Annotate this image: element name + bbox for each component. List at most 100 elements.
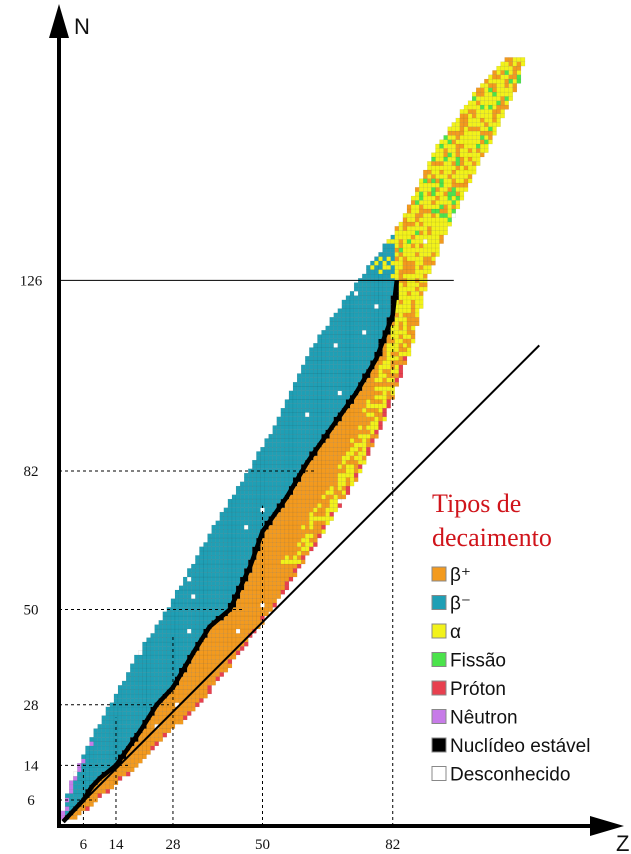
nuclide-cell-beta_plus bbox=[349, 425, 355, 430]
nuclide-cell-beta_plus bbox=[239, 598, 245, 604]
nuclide-cell-beta_minus bbox=[301, 390, 306, 396]
nuclide-cell-beta_plus bbox=[439, 208, 444, 214]
nuclide-cell-beta_minus bbox=[239, 507, 245, 513]
nuclide-cell-beta_plus bbox=[272, 537, 277, 543]
nuclide-cell-beta_plus bbox=[321, 498, 326, 504]
nuclide-cell-beta_plus bbox=[305, 498, 310, 504]
nuclide-cell-beta_plus bbox=[288, 550, 294, 556]
nuclide-cell-alpha bbox=[414, 273, 420, 279]
nuclide-cell-beta_plus bbox=[353, 477, 359, 482]
nuclide-cell-alpha bbox=[410, 217, 416, 223]
nuclide-cell-beta_plus bbox=[419, 208, 424, 214]
nuclide-cell-beta_minus bbox=[280, 477, 286, 482]
nuclide-cell-beta_minus bbox=[223, 581, 229, 586]
nuclide-cell-beta_minus bbox=[117, 706, 123, 712]
nuclide-cell-alpha bbox=[410, 204, 416, 210]
nuclide-cell-alpha bbox=[386, 377, 391, 383]
nuclide-cell-alpha bbox=[398, 308, 404, 314]
nuclide-cell-beta_minus bbox=[284, 399, 290, 404]
nuclide-cell-beta_plus bbox=[284, 572, 290, 578]
nuclide-cell-beta_minus bbox=[325, 347, 330, 353]
nuclide-cell-beta_minus bbox=[268, 459, 273, 465]
nuclide-cell-beta_minus bbox=[296, 420, 302, 426]
nuclide-cell-beta_plus bbox=[272, 598, 277, 604]
nuclide-cell-alpha bbox=[398, 351, 404, 357]
nuclide-cell-beta_plus bbox=[325, 455, 330, 461]
nuclide-cell-beta_minus bbox=[215, 572, 220, 578]
nuclide-cell-beta_plus bbox=[138, 754, 143, 760]
nuclide-cell-alpha bbox=[325, 511, 330, 517]
nuclide-cell-beta_minus bbox=[341, 347, 347, 353]
nuclide-cell-beta_minus bbox=[211, 581, 216, 586]
nuclide-cell-alpha bbox=[488, 96, 493, 101]
nuclide-cell-beta_minus bbox=[264, 451, 269, 456]
nuclide-cell-alpha bbox=[459, 109, 465, 114]
nuclide-cell-beta_plus bbox=[467, 148, 473, 153]
nuclide-cell-beta_minus bbox=[321, 343, 326, 348]
nuclide-cell-beta_plus bbox=[349, 433, 355, 439]
nuclide-cell-beta_minus bbox=[345, 360, 351, 365]
nuclide-cell-beta_minus bbox=[309, 347, 314, 353]
nuclide-cell-beta_minus bbox=[158, 667, 163, 673]
nuclide-cell-proton bbox=[199, 698, 204, 703]
nuclide-cell-beta_minus bbox=[264, 481, 269, 487]
nuclide-cell-beta_plus bbox=[199, 672, 204, 677]
nuclide-cell-beta_plus bbox=[480, 87, 485, 93]
nuclide-cell-beta_minus bbox=[121, 737, 127, 742]
nuclide-cell-beta_minus bbox=[296, 407, 302, 413]
nuclide-cell-alpha bbox=[435, 156, 440, 162]
nuclide-cell-beta_minus bbox=[248, 550, 253, 556]
nuclide-cell-alpha bbox=[349, 446, 355, 452]
nuclide-cell-beta_minus bbox=[317, 403, 322, 409]
nuclide-cell-beta_minus bbox=[191, 620, 196, 625]
nuclide-cell-alpha bbox=[455, 178, 461, 184]
nuclide-cell-beta_minus bbox=[345, 369, 351, 374]
nuclide-cell-beta_minus bbox=[174, 624, 180, 630]
nuclide-cell-beta_plus bbox=[296, 537, 302, 543]
nuclide-cell-beta_minus bbox=[256, 472, 261, 478]
nuclide-cell-beta_plus bbox=[244, 594, 249, 599]
nuclide-cell-beta_minus bbox=[272, 503, 277, 508]
nuclide-cell-alpha bbox=[476, 117, 481, 123]
nuclide-cell-beta_plus bbox=[227, 637, 233, 643]
nuclide-cell-beta_minus bbox=[353, 382, 359, 387]
nuclide-cell-alpha bbox=[382, 390, 387, 396]
nuclide-cell-alpha bbox=[394, 265, 399, 270]
nuclide-cell-beta_plus bbox=[459, 130, 465, 136]
nuclide-cell-alpha bbox=[402, 343, 408, 348]
nuclide-cell-fission bbox=[435, 208, 440, 214]
nuclide-cell-beta_minus bbox=[284, 420, 290, 426]
nuclide-cell-alpha bbox=[423, 182, 428, 188]
nuclide-cell-beta_minus bbox=[130, 728, 135, 734]
nuclide-cell-beta_plus bbox=[280, 529, 286, 534]
nuclide-cell-beta_minus bbox=[170, 611, 176, 617]
nuclide-cell-beta_minus bbox=[288, 455, 294, 461]
nuclide-cell-beta_plus bbox=[419, 282, 424, 288]
nuclide-cell-beta_plus bbox=[178, 685, 184, 690]
nuclide-cell-alpha bbox=[463, 174, 469, 179]
nuclide-cell-alpha bbox=[439, 148, 444, 153]
nuclide-cell-proton bbox=[353, 472, 359, 478]
nuclide-cell-beta_plus bbox=[313, 490, 318, 495]
nuclide-cell-beta_minus bbox=[219, 555, 224, 560]
nuclide-cell-alpha bbox=[492, 78, 497, 84]
nuclide-cell-beta_minus bbox=[187, 615, 192, 621]
nuclide-cell-beta_minus bbox=[158, 659, 163, 664]
legend-label-fission: Fissão bbox=[450, 651, 506, 672]
nuclide-cell-beta_minus bbox=[345, 338, 351, 344]
nuclide-cell-beta_plus bbox=[341, 429, 347, 435]
nuclide-cell-beta_plus bbox=[203, 667, 208, 673]
nuclide-cell-beta_minus bbox=[382, 304, 387, 309]
nuclide-cell-beta_minus bbox=[296, 425, 302, 430]
nuclide-cell-beta_minus bbox=[370, 291, 375, 296]
nuclide-cell-beta_minus bbox=[292, 464, 298, 469]
nuclide-cell-beta_minus bbox=[325, 407, 330, 413]
nuclide-cell-beta_plus bbox=[296, 529, 302, 534]
nuclide-cell-beta_plus bbox=[292, 529, 298, 534]
nuclide-cell-beta_minus bbox=[195, 563, 200, 569]
nuclide-cell-beta_minus bbox=[109, 737, 115, 742]
nuclide-cell-alpha bbox=[296, 542, 302, 547]
nuclide-cell-beta_minus bbox=[191, 585, 196, 591]
nuclide-cell-beta_minus bbox=[203, 572, 208, 578]
nuclide-cell-beta_minus bbox=[382, 243, 387, 249]
